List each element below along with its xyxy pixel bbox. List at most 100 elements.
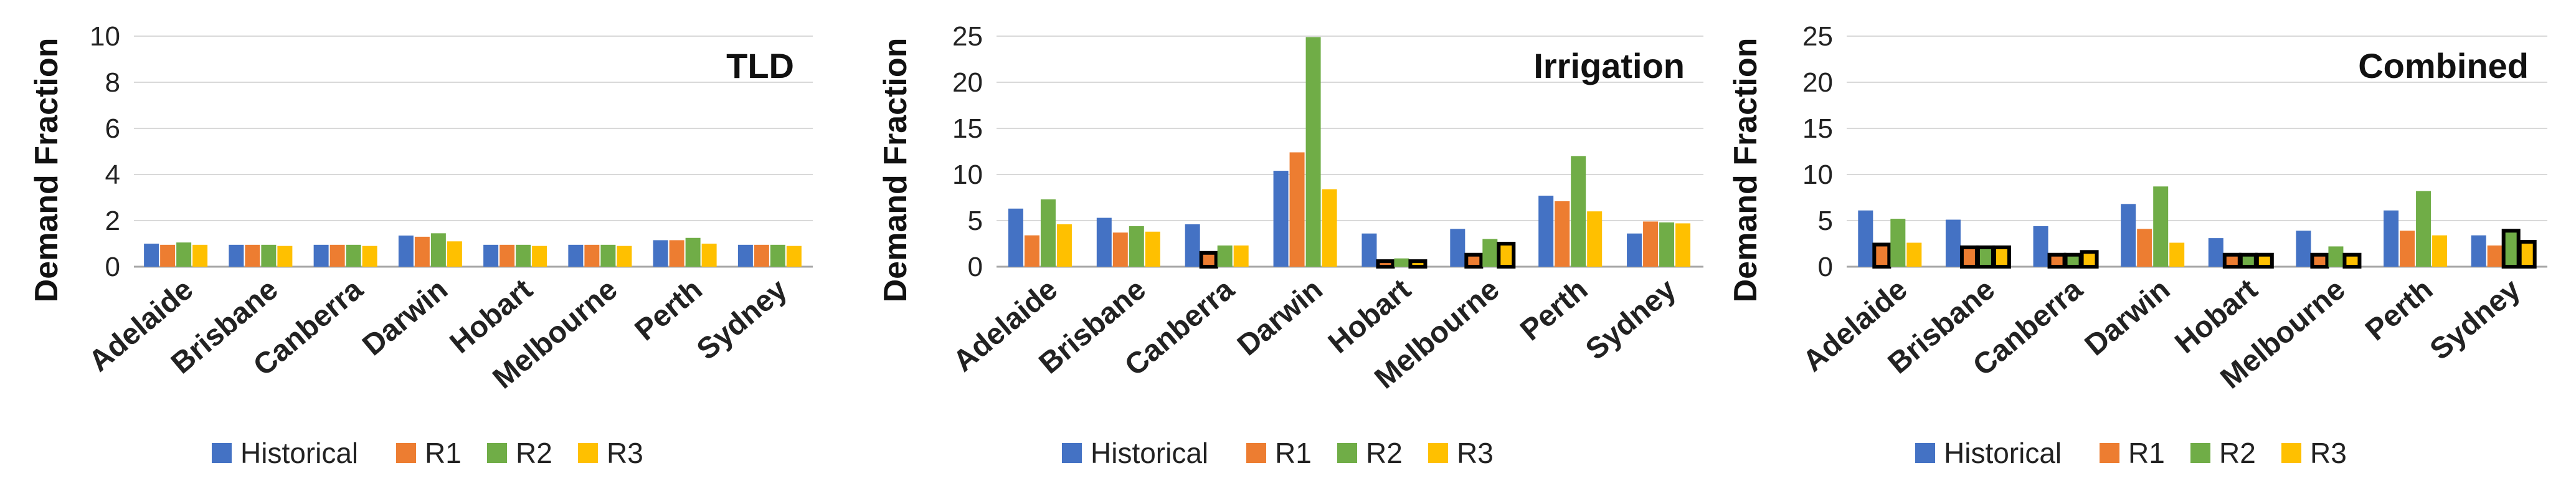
bar-historical-sydney: [2471, 235, 2486, 267]
bar-r2-melbourne: [2328, 246, 2344, 267]
bar-r2-perth: [685, 237, 701, 267]
y-tick-label: 8: [105, 67, 120, 98]
legend-label: R2: [2219, 437, 2256, 469]
y-axis-label: Demand Fraction: [29, 38, 65, 303]
bar-r1-brisbane: [1959, 245, 1979, 269]
bar-r2-brisbane: [261, 244, 277, 267]
bar-r3-canberra: [1233, 245, 1249, 267]
bar-r1-brisbane: [245, 244, 260, 267]
bar-historical-canberra: [2033, 226, 2048, 267]
bar-r2-sydney: [770, 244, 785, 267]
bar-r1-canberra: [1199, 250, 1218, 269]
chart-title: Irrigation: [1533, 46, 1685, 85]
bar-r3-sydney: [2517, 240, 2537, 269]
bar-r2-darwin: [1305, 37, 1321, 267]
bar-r3-canberra: [2080, 250, 2099, 269]
bar-r3-perth: [1587, 211, 1603, 267]
legend-swatch-r3: [2281, 443, 2301, 463]
y-tick-label: 6: [105, 113, 120, 144]
bar-r1-hobart: [500, 244, 515, 267]
legend-swatch-historical: [1915, 443, 1935, 463]
bar-r2-canberra: [346, 244, 361, 267]
legend-swatch-r1: [1246, 443, 1266, 463]
y-axis-label: Demand Fraction: [878, 38, 914, 303]
bar-historical-hobart: [2208, 238, 2223, 267]
bar-r2-sydney: [1659, 222, 1675, 267]
y-tick-label: 4: [105, 160, 120, 190]
bar-r1-perth: [2400, 231, 2415, 267]
y-tick-label: 0: [1818, 252, 1833, 282]
bar-r3-darwin: [1322, 189, 1337, 267]
legend-label: R3: [2310, 437, 2347, 469]
bar-r3-adelaide: [1056, 224, 1072, 267]
bar-r3-perth: [701, 244, 717, 267]
bar-r2-hobart: [516, 244, 531, 267]
bar-r3-darwin: [447, 241, 462, 267]
bar-r1-canberra: [2047, 252, 2067, 269]
bar-historical-darwin: [398, 236, 414, 267]
legend-swatch-historical: [1062, 443, 1082, 463]
bar-r3-hobart: [1408, 259, 1428, 269]
category-label: Sydney: [1579, 273, 1682, 367]
bar-r1-adelaide: [1024, 235, 1039, 267]
bar-historical-perth: [2384, 210, 2399, 267]
bar-r2-adelaide: [1040, 199, 1056, 267]
y-tick-label: 20: [1802, 67, 1833, 98]
bar-historical-darwin: [1273, 171, 1289, 267]
chart-title: TLD: [726, 46, 794, 85]
legend-swatch-r3: [1428, 443, 1448, 463]
bar-historical-adelaide: [1858, 210, 1873, 267]
bar-historical-adelaide: [1008, 208, 1023, 267]
bar-historical-adelaide: [144, 244, 159, 267]
legend-label: Historical: [1944, 437, 2062, 469]
bar-historical-perth: [653, 240, 668, 267]
y-tick-label: 10: [90, 21, 120, 52]
y-tick-label: 2: [105, 206, 120, 236]
y-tick-label: 20: [952, 67, 983, 98]
legend-label: R1: [2128, 437, 2165, 469]
bar-r2-adelaide: [1890, 219, 1906, 267]
bar-r2-canberra: [1217, 245, 1233, 267]
bar-historical-darwin: [2121, 204, 2136, 267]
legend-label: R3: [1457, 437, 1494, 469]
bar-r1-canberra: [329, 244, 345, 267]
bar-r3-hobart: [2255, 252, 2274, 269]
bar-r2-melbourne: [1482, 239, 1498, 267]
legend-label: R1: [425, 437, 462, 469]
bar-r1-darwin: [1289, 152, 1305, 267]
legend-label: Historical: [240, 437, 358, 469]
legend-swatch-r1: [2100, 443, 2119, 463]
y-tick-label: 10: [952, 160, 983, 190]
bar-r3-melbourne: [2342, 252, 2362, 269]
bar-r2-brisbane: [1129, 226, 1144, 267]
bar-historical-brisbane: [1945, 219, 1961, 267]
bar-r1-melbourne: [584, 244, 600, 267]
category-label: Darwin: [1231, 273, 1329, 362]
y-tick-label: 0: [968, 252, 983, 282]
y-tick-label: 10: [1802, 160, 1833, 190]
bar-r1-sydney: [754, 244, 769, 267]
bar-r2-sydney: [2501, 229, 2521, 269]
y-tick-label: 5: [968, 206, 983, 236]
bar-r1-melbourne: [1464, 252, 1484, 269]
bar-r1-adelaide: [160, 244, 176, 267]
bar-historical-canberra: [313, 244, 329, 267]
bar-r3-melbourne: [617, 246, 632, 267]
legend-label: R2: [1366, 437, 1403, 469]
legend-swatch-r2: [487, 443, 507, 463]
bar-r3-adelaide: [192, 244, 208, 267]
bar-r2-adelaide: [176, 242, 192, 267]
bar-historical-melbourne: [1450, 229, 1466, 267]
bar-r3-sydney: [1675, 223, 1691, 267]
bar-r3-canberra: [362, 246, 377, 267]
legend-label: R2: [516, 437, 552, 469]
bar-r1-melbourne: [2310, 252, 2329, 269]
legend-label: R1: [1275, 437, 1312, 469]
bar-r1-brisbane: [1112, 232, 1128, 267]
y-tick-label: 15: [952, 113, 983, 144]
bar-historical-hobart: [483, 244, 499, 267]
bar-r2-darwin: [430, 233, 446, 267]
bar-r2-canberra: [2063, 252, 2083, 269]
